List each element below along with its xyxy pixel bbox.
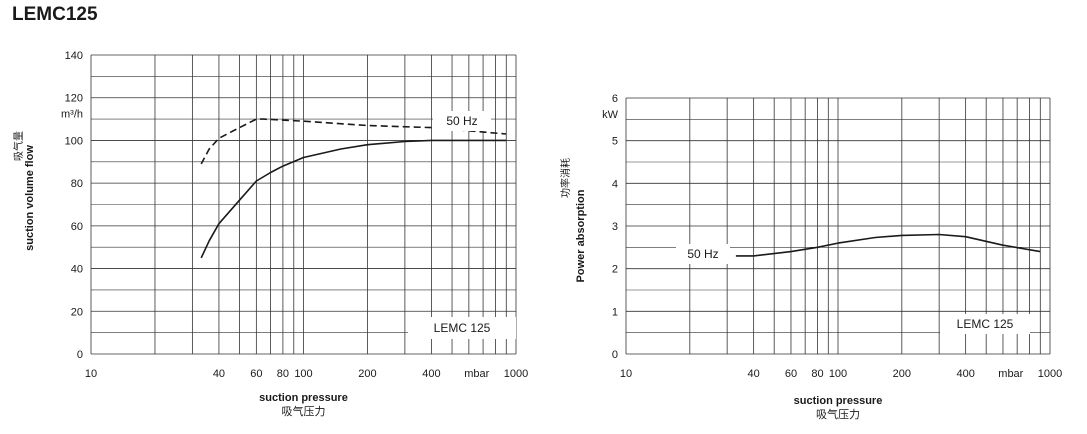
chart2-x-tick-label: 1000	[1038, 368, 1062, 380]
chart2-y-tick-label: 2	[612, 264, 618, 276]
chart2-y-tick-label: 1	[612, 306, 618, 318]
chart2-x-axis-title: suction pressure	[794, 395, 883, 407]
chart2-x-tick-label: 10	[620, 368, 632, 380]
chart2-x-tick-label: 80	[811, 368, 823, 380]
chart1-y-axis-title-cn: 吸气量	[12, 131, 25, 161]
chart2-x-axis-title-cn: 吸气压力	[816, 407, 860, 421]
chart2-x-tick-label: 100	[829, 368, 847, 380]
chart1-x-tick-label: 40	[213, 368, 225, 380]
chart2-y-unit-label: kW	[602, 109, 619, 121]
chart1-model-label-bg	[408, 317, 516, 339]
chart1-x-tick-label: 1000	[504, 368, 528, 380]
chart1-model-label: LEMC 125	[434, 321, 491, 335]
chart2-y-tick-label: 0	[612, 349, 618, 361]
chart2-series-label: 50 Hz	[687, 247, 718, 261]
chart2-y-tick-label: 4	[612, 178, 618, 190]
chart1-series-1-line	[200, 118, 507, 165]
chart1-y-tick-label: 80	[71, 178, 83, 190]
chart2-x-tick-label: 40	[748, 368, 760, 380]
chart1-x-unit-label: mbar	[464, 368, 489, 380]
chart1-y-axis-title: suction volume flow	[24, 145, 36, 251]
chart1-x-axis-title: suction pressure	[259, 392, 348, 404]
chart1-y-tick-label: 100	[65, 135, 83, 147]
chart2-y-axis-title: Power absorption	[575, 189, 587, 282]
chart2-x-tick-label: 400	[956, 368, 974, 380]
chart1-y-tick-label: 60	[71, 221, 83, 233]
chart2-series-label-bg	[676, 244, 730, 264]
chart1-x-tick-label: 10	[85, 368, 97, 380]
chart1-y-tick-label: 40	[71, 264, 83, 276]
chart1-x-tick-label: 400	[422, 368, 440, 380]
chart2-model-label: LEMC 125	[957, 317, 1014, 331]
chart2-model-label-bg	[940, 314, 1030, 334]
chart2-x-tick-label: 200	[893, 368, 911, 380]
chart1-series-label-bg	[433, 111, 491, 131]
chart1-x-tick-label: 100	[294, 368, 312, 380]
chart1-y-tick-label: 120	[65, 93, 83, 105]
chart2-y-axis-title-cn: 功率消耗	[559, 158, 572, 198]
chart1-x-tick-label: 80	[277, 368, 289, 380]
chart1-y-unit-label: m³/h	[61, 109, 83, 121]
chart1-series-2-line	[200, 139, 507, 259]
chart1-x-tick-label: 200	[358, 368, 376, 380]
chart2-y-tick-label: 6	[612, 93, 618, 105]
chart2-x-unit-label: mbar	[998, 368, 1023, 380]
chart2-x-tick-label: 60	[785, 368, 797, 380]
page-title: LEMC125	[12, 4, 98, 25]
chart1-y-tick-label: 140	[65, 50, 83, 62]
chart1-y-tick-label: 20	[71, 306, 83, 318]
chart1-x-axis-title-cn: 吸气压力	[282, 404, 326, 418]
chart2-y-tick-label: 5	[612, 136, 618, 148]
chart1-y-tick-label: 0	[77, 349, 83, 361]
chart2-series-1-line	[735, 233, 1041, 257]
chart2-y-tick-label: 3	[612, 221, 618, 233]
chart1-x-tick-label: 60	[250, 368, 262, 380]
chart1-series-label: 50 Hz	[446, 114, 477, 128]
